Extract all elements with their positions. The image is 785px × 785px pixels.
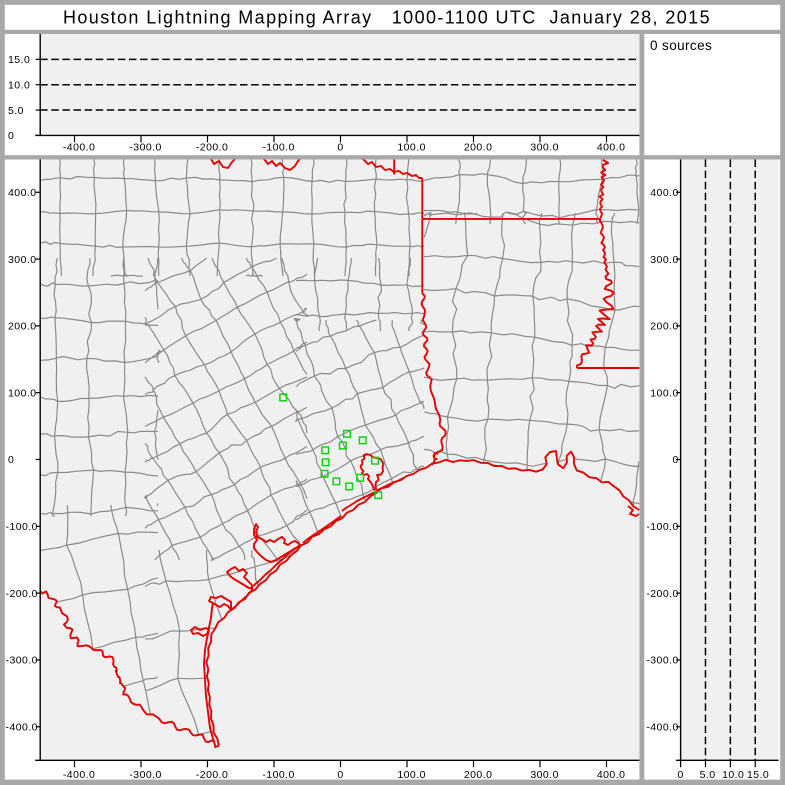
svg-text:10.0: 10.0 xyxy=(722,769,744,781)
svg-text:-100.0: -100.0 xyxy=(262,769,294,781)
svg-text:0: 0 xyxy=(337,769,343,781)
svg-text:-100.0: -100.0 xyxy=(6,521,38,533)
svg-text:0: 0 xyxy=(677,769,683,781)
svg-text:0: 0 xyxy=(8,454,14,466)
svg-text:15.0: 15.0 xyxy=(747,769,769,781)
svg-text:300.0: 300.0 xyxy=(8,254,37,266)
svg-text:-300.0: -300.0 xyxy=(6,655,38,667)
svg-text:-300.0: -300.0 xyxy=(129,769,161,781)
svg-text:200.0: 200.0 xyxy=(464,769,493,781)
svg-text:0 sources: 0 sources xyxy=(650,38,712,53)
svg-text:300.0: 300.0 xyxy=(530,142,559,154)
svg-text:-100.0: -100.0 xyxy=(646,521,678,533)
svg-text:300.0: 300.0 xyxy=(650,254,679,266)
svg-text:-200.0: -200.0 xyxy=(196,142,228,154)
svg-text:0: 0 xyxy=(337,142,343,154)
svg-text:400.0: 400.0 xyxy=(597,769,626,781)
svg-text:Houston Lightning Mapping Arra: Houston Lightning Mapping Array 1000-110… xyxy=(63,8,711,28)
svg-text:-400.0: -400.0 xyxy=(6,722,38,734)
svg-text:-100.0: -100.0 xyxy=(262,142,294,154)
svg-text:400.0: 400.0 xyxy=(8,187,37,199)
svg-text:-200.0: -200.0 xyxy=(646,588,678,600)
svg-text:0: 0 xyxy=(673,454,679,466)
svg-text:10.0: 10.0 xyxy=(8,79,30,91)
svg-text:200.0: 200.0 xyxy=(464,142,493,154)
svg-text:100.0: 100.0 xyxy=(397,142,426,154)
svg-text:100.0: 100.0 xyxy=(397,769,426,781)
svg-text:-400.0: -400.0 xyxy=(63,142,95,154)
svg-text:-300.0: -300.0 xyxy=(646,655,678,667)
svg-text:100.0: 100.0 xyxy=(8,387,37,399)
svg-text:200.0: 200.0 xyxy=(650,321,679,333)
svg-text:400.0: 400.0 xyxy=(650,187,679,199)
svg-text:300.0: 300.0 xyxy=(530,769,559,781)
svg-text:-200.0: -200.0 xyxy=(6,588,38,600)
svg-text:100.0: 100.0 xyxy=(650,387,679,399)
svg-text:200.0: 200.0 xyxy=(8,321,37,333)
svg-text:15.0: 15.0 xyxy=(8,54,30,66)
svg-text:5.0: 5.0 xyxy=(700,769,716,781)
svg-text:-400.0: -400.0 xyxy=(63,769,95,781)
svg-text:0: 0 xyxy=(8,130,14,142)
svg-text:-400.0: -400.0 xyxy=(646,722,678,734)
svg-text:-300.0: -300.0 xyxy=(129,142,161,154)
svg-text:-200.0: -200.0 xyxy=(196,769,228,781)
svg-text:400.0: 400.0 xyxy=(597,142,626,154)
svg-text:5.0: 5.0 xyxy=(8,105,24,117)
